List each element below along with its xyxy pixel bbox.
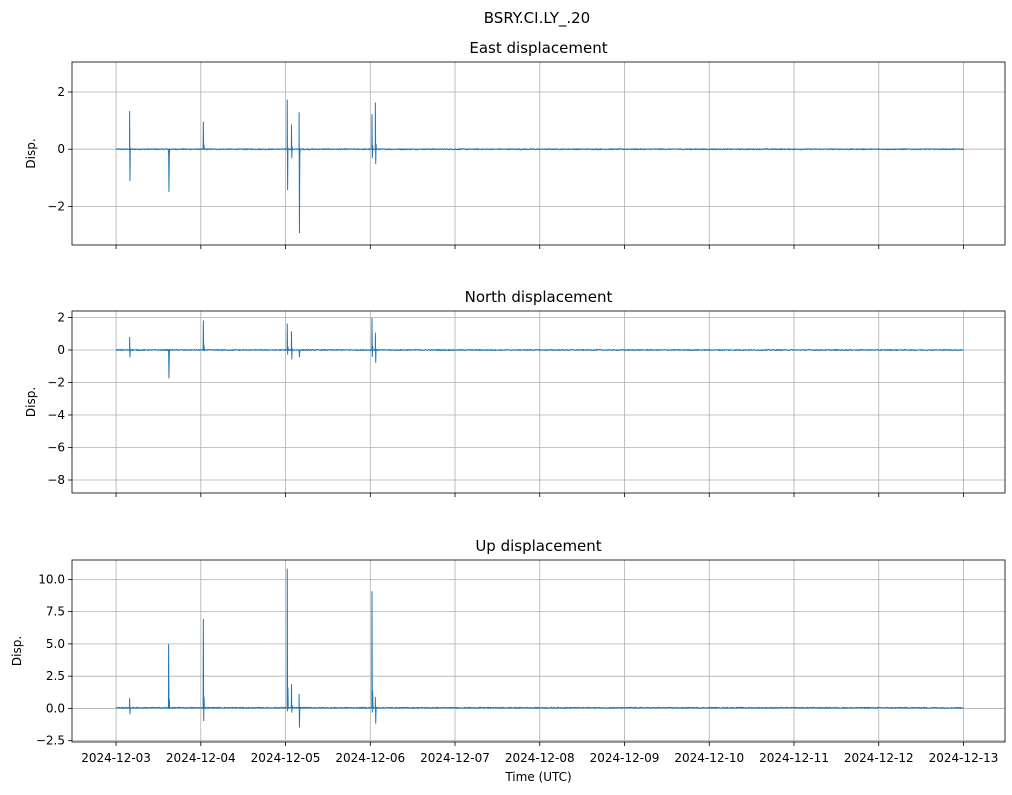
- x-tick-label: 2024-12-09: [590, 751, 660, 765]
- series-line-east: [115, 99, 964, 234]
- y-tick-label: 7.5: [46, 605, 65, 619]
- x-tick-label: 2024-12-12: [844, 751, 914, 765]
- x-tick-label: 2024-12-11: [759, 751, 829, 765]
- y-tick-label: 2.5: [46, 669, 65, 683]
- series-line-up: [115, 568, 964, 728]
- panel-title: North displacement: [465, 288, 613, 306]
- y-tick-label: 2: [57, 311, 65, 325]
- y-tick-label: −2.5: [36, 734, 65, 748]
- y-tick-label: −4: [47, 408, 65, 422]
- x-tick-label: 2024-12-06: [335, 751, 405, 765]
- y-tick-label: 0: [57, 142, 65, 156]
- y-tick-label: −6: [47, 441, 65, 455]
- y-tick-label: 10.0: [38, 572, 65, 586]
- y-tick-label: 0: [57, 343, 65, 357]
- x-axis-label: Time (UTC): [504, 770, 571, 784]
- x-tick-label: 2024-12-10: [674, 751, 744, 765]
- figure-title: BSRY.CI.LY_.20: [484, 9, 590, 28]
- x-tick-label: 2024-12-08: [505, 751, 575, 765]
- x-tick-label: 2024-12-13: [929, 751, 999, 765]
- x-tick-label: 2024-12-05: [251, 751, 321, 765]
- series-line-north: [115, 317, 964, 379]
- x-tick-label: 2024-12-04: [166, 751, 236, 765]
- panel-north-displacement: −8 −6 −4 −2 0 2 North displacement Disp.: [24, 288, 1006, 497]
- y-tick-label: 2: [57, 85, 65, 99]
- y-tick-label: −2: [47, 376, 65, 390]
- y-axis-label: Disp.: [10, 636, 24, 666]
- panel-title: Up displacement: [475, 537, 601, 555]
- panel-east-displacement: −2 0 2 East displacement Disp.: [24, 39, 1006, 249]
- axes-frame: [71, 61, 1006, 246]
- y-tick-label: −8: [47, 473, 65, 487]
- y-axis-label: Disp.: [24, 387, 38, 417]
- y-tick-label: −2: [47, 199, 65, 213]
- axes-frame: [71, 310, 1006, 494]
- y-tick-label: 0.0: [46, 701, 65, 715]
- axes-frame: [71, 559, 1006, 743]
- panel-title: East displacement: [469, 39, 607, 57]
- y-tick-label: 5.0: [46, 637, 65, 651]
- x-tick-label: 2024-12-07: [420, 751, 490, 765]
- y-axis-label: Disp.: [24, 138, 38, 168]
- panel-up-displacement: −2.5 0.0 2.5 5.0 7.5 10.0 2024-12-03 2024-12-04…: [10, 537, 1006, 784]
- x-tick-label: 2024-12-03: [81, 751, 151, 765]
